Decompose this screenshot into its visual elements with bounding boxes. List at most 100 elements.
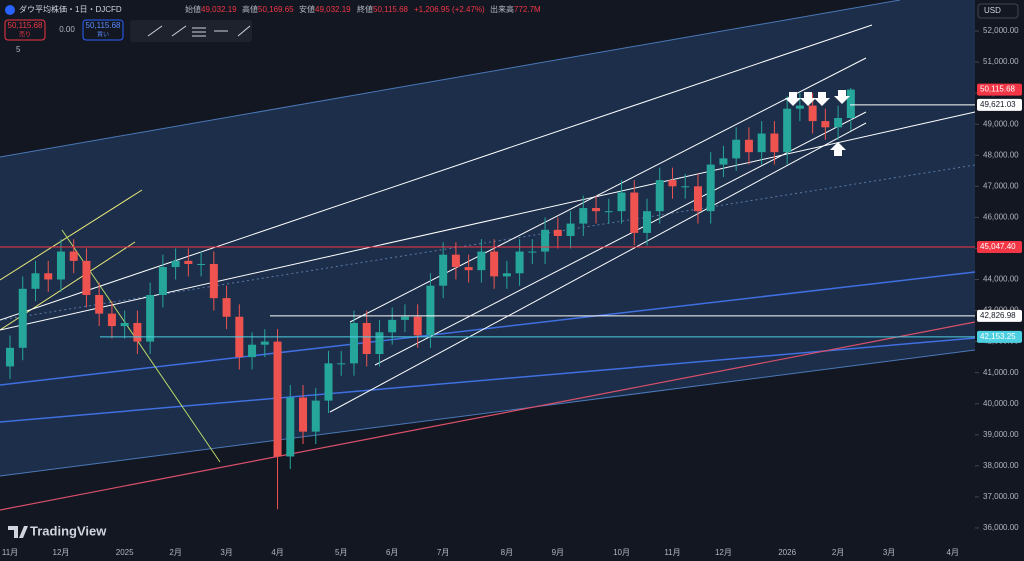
- candle-body: [719, 158, 728, 165]
- y-tick-label: 40,000.00: [983, 399, 1019, 408]
- candle-body: [732, 139, 741, 159]
- time-axis: [0, 545, 975, 561]
- label: 出来高: [490, 4, 514, 14]
- x-tick-label: 2月: [832, 548, 844, 557]
- arrows: [785, 90, 850, 156]
- candle-body: [248, 344, 257, 358]
- trend-white: [0, 24, 873, 321]
- candle-body: [795, 105, 804, 109]
- candle-body: [783, 108, 792, 153]
- candle-body: [69, 251, 78, 261]
- candle-body: [349, 322, 358, 364]
- tool-icons: [147, 25, 251, 37]
- candle-body: [120, 322, 129, 327]
- candle-body: [579, 208, 588, 224]
- x-tick-label: 9月: [552, 548, 564, 557]
- channel-top: [0, 0, 901, 158]
- candle-body: [209, 263, 218, 299]
- drawing-toolbar[interactable]: [130, 20, 252, 42]
- arrow-down: [814, 92, 830, 106]
- candle-body: [311, 400, 320, 432]
- x-tick-label: 10月: [613, 548, 630, 557]
- price-tag-label: 42,153.25: [980, 332, 1016, 341]
- candle-body: [566, 223, 575, 237]
- candle-body: [56, 251, 65, 280]
- buy: 買い: [97, 32, 109, 39]
- candle-body: [693, 186, 702, 212]
- candle-body: [273, 341, 282, 457]
- y-tick-label: 38,000.00: [983, 461, 1019, 470]
- y-tick-label: 47,000.00: [983, 181, 1019, 190]
- arrow-up: [830, 142, 846, 156]
- y-tick-label: 37,000.00: [983, 492, 1019, 501]
- x-tick-label: 8月: [501, 548, 513, 557]
- trend-blue: [0, 337, 976, 423]
- currency-button[interactable]: [977, 3, 1019, 19]
- buy-button[interactable]: [82, 19, 124, 41]
- price-tag: [977, 83, 1022, 96]
- x-tick-label: 2026: [778, 548, 796, 557]
- label: 始値: [185, 4, 201, 14]
- y-tick-label: 48,000.00: [983, 150, 1019, 159]
- candle-body: [158, 267, 167, 296]
- channel-bottom: [0, 349, 976, 477]
- candle-body: [808, 105, 817, 122]
- candle-body: [171, 260, 180, 268]
- x-tick-label: 12月: [53, 548, 70, 557]
- candle-body: [299, 397, 308, 432]
- change: +1,206.95 (+2.47%): [414, 5, 485, 14]
- y-tick-label: 39,000.00: [983, 430, 1019, 439]
- candle-body: [18, 288, 27, 348]
- y-tick-label: 41,000.00: [983, 368, 1019, 377]
- sell-button[interactable]: [4, 19, 46, 41]
- candle-body: [6, 347, 14, 367]
- candle-body: [643, 211, 651, 233]
- buy-price: 50,115.68: [86, 21, 122, 30]
- candle-body: [490, 251, 499, 277]
- candle-body: [834, 118, 843, 128]
- currency: USD: [984, 6, 1001, 15]
- candle-body: [31, 273, 40, 289]
- symbol: ダウ平均株価・1日・DJCFD: [19, 4, 122, 14]
- x-tick-label: 12月: [715, 548, 732, 557]
- x-tick-label: 3月: [883, 548, 895, 557]
- sell: 売り: [19, 31, 31, 39]
- candle-body: [324, 363, 333, 401]
- candle-body: [515, 251, 524, 274]
- candle-body: [197, 263, 206, 265]
- candle-body: [757, 133, 766, 153]
- spread: 0.00: [59, 25, 75, 34]
- value: 50,169.65: [258, 5, 294, 14]
- candle-body: [400, 316, 409, 320]
- trend-red: [0, 321, 976, 511]
- candle-body: [413, 316, 422, 336]
- x-tick-label: 11月: [664, 548, 680, 557]
- price-tag-label: 42,826.98: [980, 311, 1016, 320]
- candle-body: [477, 251, 486, 271]
- price-tag-label: 45,047.40: [980, 242, 1016, 251]
- candle-body: [439, 254, 448, 286]
- candle-body: [528, 251, 537, 253]
- arrow-down: [800, 92, 816, 106]
- value: 50,115.68: [373, 5, 409, 14]
- candle-body: [617, 192, 626, 212]
- candle-body: [655, 180, 664, 212]
- candle-body: [846, 89, 855, 119]
- x-tick-label: 5月: [335, 548, 347, 557]
- x-tick-label: 3月: [220, 548, 232, 557]
- arrow-down: [785, 92, 801, 106]
- candle-body: [553, 229, 562, 237]
- y-tick-label: 46,000.00: [983, 212, 1019, 221]
- candle-body: [426, 285, 435, 336]
- trend-white: [374, 111, 867, 366]
- candle-body: [375, 332, 384, 355]
- indicator-count: 5: [16, 45, 21, 54]
- candle-body: [706, 164, 715, 212]
- x-tick-label: 7月: [437, 548, 449, 557]
- candle-body: [451, 254, 460, 268]
- header: ダウ平均株価・1日・DJCFD 始値 49,032.19 高値 50,169.6…: [4, 3, 1019, 538]
- y-tick-label: 51,000.00: [983, 57, 1019, 66]
- label: 高値: [242, 4, 258, 14]
